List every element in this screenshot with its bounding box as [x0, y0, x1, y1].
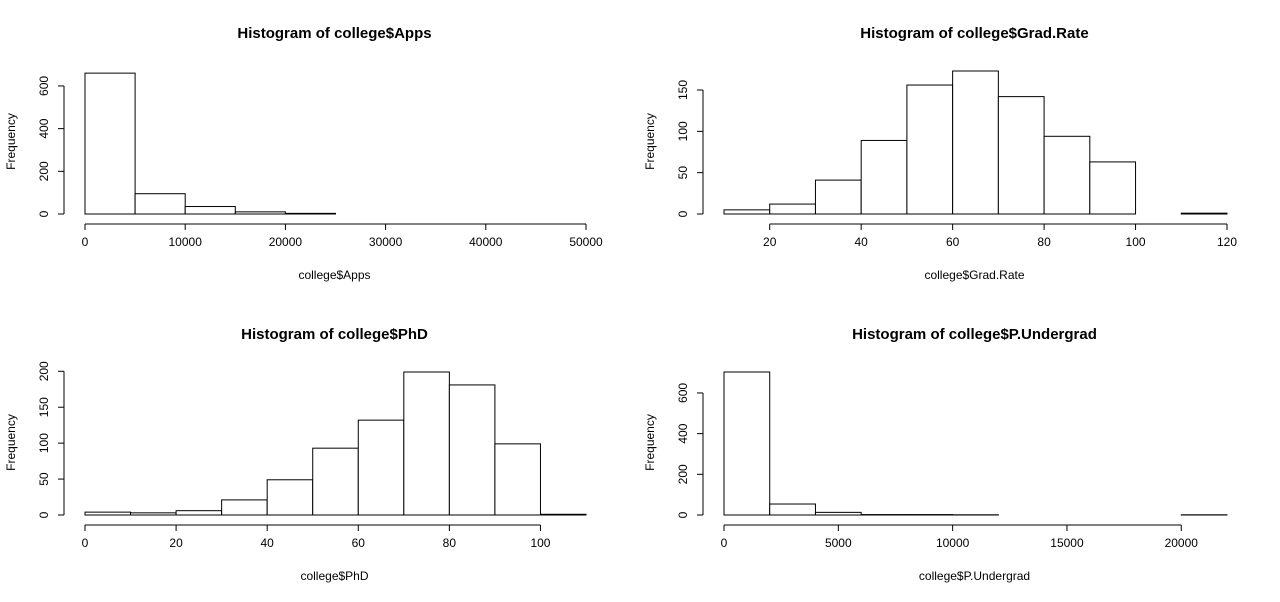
bar	[1089, 161, 1137, 215]
y-axis-label: Frequency	[643, 113, 657, 170]
x-tick-label: 40	[261, 536, 275, 550]
x-tick-label: 40000	[469, 235, 503, 249]
x-tick-label: 60	[352, 536, 366, 550]
bar	[266, 479, 314, 516]
bar	[221, 499, 268, 516]
x-axis-label: college$Grad.Rate	[924, 268, 1024, 282]
y-tick-label: 0	[676, 210, 690, 217]
x-tick-label: 20000	[1165, 536, 1199, 550]
bar	[769, 503, 816, 516]
bar	[723, 371, 771, 516]
y-tick-label: 150	[37, 397, 51, 417]
x-tick-label: 0	[82, 235, 89, 249]
y-tick-label: 100	[676, 121, 690, 141]
y-tick-label: 200	[37, 161, 51, 181]
chart-title: Histogram of college$PhD	[241, 326, 428, 343]
x-tick-label: 0	[82, 536, 89, 550]
x-tick-label: 15000	[1050, 536, 1084, 550]
x-axis-label: college$PhD	[300, 569, 368, 583]
x-tick-label: 40	[855, 235, 869, 249]
bar	[723, 209, 771, 215]
x-tick-label: 60	[946, 235, 960, 249]
bar	[814, 511, 862, 516]
x-tick-label: 20	[763, 235, 777, 249]
bar	[769, 203, 816, 215]
bar	[906, 84, 954, 215]
x-tick-label: 10000	[169, 235, 203, 249]
x-tick-label: 100	[530, 536, 550, 550]
y-tick-label: 400	[37, 118, 51, 138]
bar	[357, 419, 405, 516]
bar	[814, 179, 862, 215]
bar	[175, 510, 223, 516]
x-tick-label: 10000	[936, 536, 970, 550]
x-tick-label: 20000	[269, 235, 303, 249]
y-tick-label: 100	[37, 433, 51, 453]
chart-title: Histogram of college$P.Undergrad	[852, 326, 1097, 343]
x-axis-label: college$P.Undergrad	[919, 569, 1030, 583]
bar	[448, 384, 496, 516]
bar	[84, 72, 136, 215]
x-tick-label: 100	[1126, 235, 1146, 249]
x-tick-label: 80	[1037, 235, 1051, 249]
x-tick-label: 0	[721, 536, 728, 550]
y-axis-label: Frequency	[4, 113, 18, 170]
bar	[84, 511, 132, 516]
y-tick-label: 400	[676, 423, 690, 443]
bar	[1180, 212, 1228, 215]
x-tick-label: 120	[1217, 235, 1237, 249]
y-tick-label: 600	[676, 383, 690, 403]
bar	[860, 139, 908, 215]
x-tick-label: 5000	[825, 536, 852, 550]
bar	[312, 447, 359, 516]
bar	[494, 443, 541, 516]
bar	[130, 512, 177, 516]
y-tick-label: 0	[37, 511, 51, 518]
x-tick-label: 30000	[369, 235, 403, 249]
y-axis-label: Frequency	[643, 414, 657, 471]
bar	[134, 193, 186, 215]
bar	[284, 212, 336, 215]
y-tick-label: 150	[676, 80, 690, 100]
y-tick-label: 50	[37, 472, 51, 486]
y-tick-label: 200	[37, 361, 51, 381]
bar	[234, 211, 286, 215]
chart-title: Histogram of college$Grad.Rate	[860, 25, 1088, 42]
bar	[184, 206, 236, 215]
x-axis-label: college$Apps	[298, 268, 370, 282]
y-tick-label: 50	[676, 166, 690, 180]
bar	[539, 513, 587, 516]
y-tick-label: 200	[676, 464, 690, 484]
x-tick-label: 80	[443, 536, 457, 550]
bar	[403, 371, 450, 516]
bar	[952, 70, 999, 215]
y-tick-label: 0	[37, 210, 51, 217]
bar	[1043, 135, 1091, 215]
bar	[997, 96, 1045, 215]
y-tick-label: 600	[37, 76, 51, 96]
x-tick-label: 20	[169, 536, 183, 550]
chart-title: Histogram of college$Apps	[237, 25, 431, 42]
y-axis-label: Frequency	[4, 414, 18, 471]
y-tick-label: 0	[676, 511, 690, 518]
x-tick-label: 50000	[569, 235, 603, 249]
